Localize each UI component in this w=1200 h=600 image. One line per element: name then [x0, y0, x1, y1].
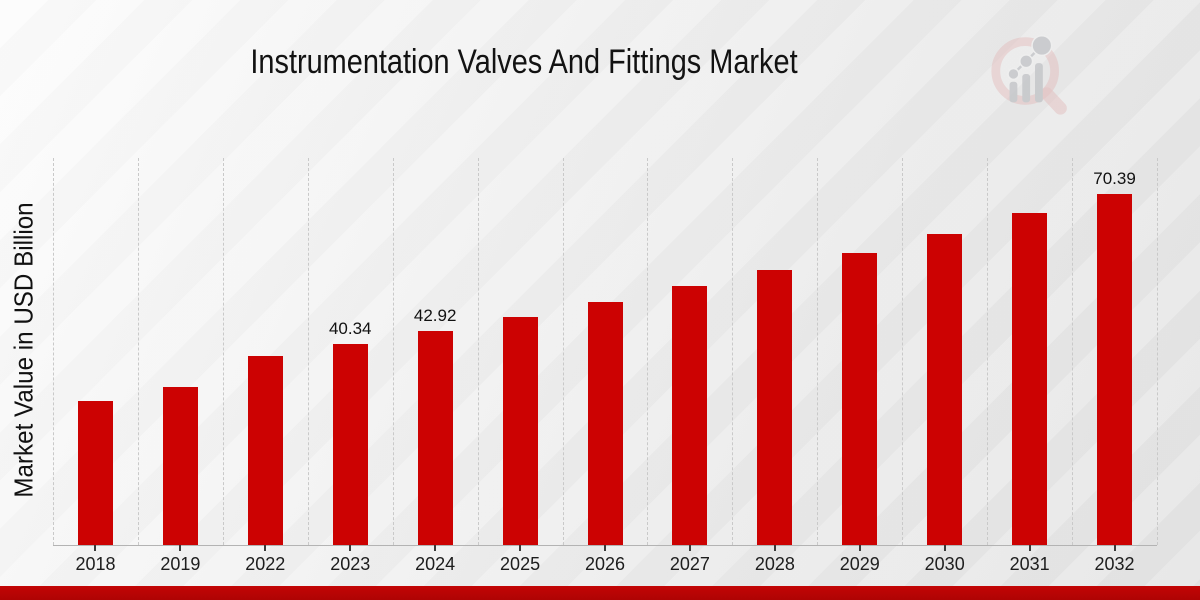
x-tick-label-2019: 2019: [160, 554, 201, 574]
gridline: [647, 158, 649, 545]
bar-value-label-2024: 42.92: [413, 305, 457, 325]
gridline: [987, 158, 989, 545]
y-axis-label: Market Value in USD Billion: [8, 202, 39, 498]
x-tick-label-2018: 2018: [75, 554, 116, 574]
x-tick-label-2032: 2032: [1094, 554, 1135, 574]
x-tick-label-2025: 2025: [500, 554, 541, 574]
bar-2030: [927, 233, 963, 545]
bar-2019: [162, 386, 198, 545]
gridline: [1072, 158, 1074, 545]
bar-2022: [247, 355, 283, 545]
gridline: [392, 158, 394, 545]
gridline: [562, 158, 564, 545]
bar-value-label-2023: 40.34: [328, 318, 372, 338]
x-tick-2027: [688, 545, 691, 551]
gridline: [137, 158, 139, 545]
x-tick-label-2022: 2022: [245, 554, 286, 574]
gridline: [1157, 158, 1158, 545]
bar-2027: [672, 286, 708, 545]
x-tick-label-2031: 2031: [1009, 554, 1050, 574]
x-tick-label-2024: 2024: [415, 554, 456, 574]
bar-2024: [417, 330, 453, 545]
logo-bar-small: [1009, 81, 1018, 103]
x-tick-label-2027: 2027: [669, 554, 710, 574]
x-tick-label-2029: 2029: [839, 554, 880, 574]
bar-2023: [332, 343, 368, 545]
x-tick-label-2028: 2028: [754, 554, 795, 574]
x-tick-2023: [349, 545, 352, 551]
x-tick-label-2026: 2026: [584, 554, 626, 574]
x-tick-2024: [434, 545, 437, 551]
logo-bar-medium: [1022, 73, 1031, 103]
gridline: [307, 158, 309, 545]
bar-2018: [77, 400, 113, 545]
x-tick-2025: [519, 545, 522, 551]
bar-2025: [502, 316, 538, 545]
gridline: [222, 158, 224, 545]
logo-dot-medium: [1019, 54, 1034, 69]
bar-value-label-2032: 70.39: [1093, 168, 1136, 188]
x-tick-2022: [264, 545, 267, 551]
gridline: [732, 158, 734, 545]
chart-plot-area: 2018 2019 2022 40.34 2023 42.92 2024 2025 2026 20…: [53, 158, 1158, 574]
gridline: [902, 158, 904, 545]
x-tick-2032: [1113, 545, 1116, 551]
logo-dot-large: [1031, 35, 1053, 57]
gridline: [477, 158, 479, 545]
bar-2028: [757, 270, 793, 545]
gridline: [53, 158, 54, 545]
x-tick-label-2030: 2030: [924, 554, 965, 574]
chart-title: Instrumentation Valves And Fittings Mark…: [250, 43, 798, 81]
x-tick-2028: [773, 545, 776, 551]
x-tick-2029: [858, 545, 861, 551]
bar-2029: [842, 252, 878, 545]
x-tick-2031: [1028, 545, 1031, 551]
x-tick-2030: [943, 545, 946, 551]
bar-2032: [1097, 193, 1133, 545]
x-tick-2019: [179, 545, 182, 551]
magnifier-bar-chart-logo: [991, 35, 1067, 115]
x-tick-2026: [604, 545, 606, 551]
x-tick-2018: [94, 545, 97, 551]
x-tick-label-2023: 2023: [330, 554, 371, 574]
bar-2031: [1012, 213, 1048, 545]
logo-dot-small: [1007, 67, 1020, 81]
footer-accent-bar: [0, 586, 1200, 600]
gridline: [817, 158, 819, 545]
magnifier-handle: [1040, 87, 1067, 115]
logo-bar-tall: [1035, 63, 1043, 103]
bar-2026: [587, 301, 623, 545]
